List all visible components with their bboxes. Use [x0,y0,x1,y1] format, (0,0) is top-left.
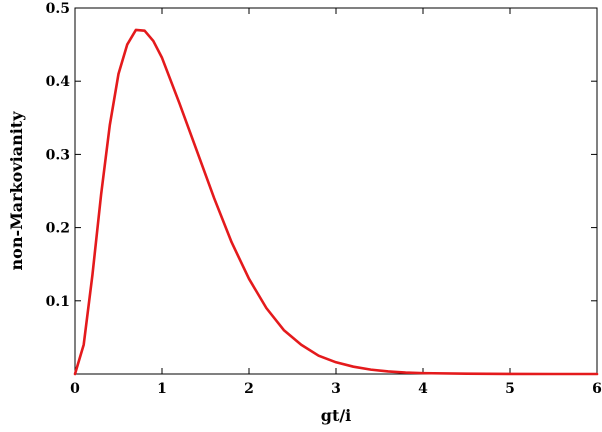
x-tick-label: 1 [157,381,167,397]
x-tick-label: 2 [244,381,254,397]
ticks-layer: 0 1 2 3 4 5 6 0.1 0.2 0.3 0.4 0.5 [46,1,602,397]
series-layer [73,28,599,376]
y-tick-label: 0.4 [46,74,71,90]
x-axis-label: gt/i [321,406,352,425]
plot-frame [74,7,598,375]
x-tick-label: 5 [505,381,515,397]
x-tick-label: 4 [418,381,428,397]
y-tick-label: 0.3 [46,147,70,163]
x-tick-label: 6 [592,381,602,397]
y-axis-label: non-Markovianity [7,111,26,271]
y-tick-label: 0.5 [46,1,70,17]
x-tick-label: 0 [70,381,80,397]
y-tick-label: 0.1 [46,294,70,310]
x-tick-label: 3 [331,381,341,397]
y-tick-label: 0.2 [46,221,70,237]
series-line-0 [73,28,599,376]
